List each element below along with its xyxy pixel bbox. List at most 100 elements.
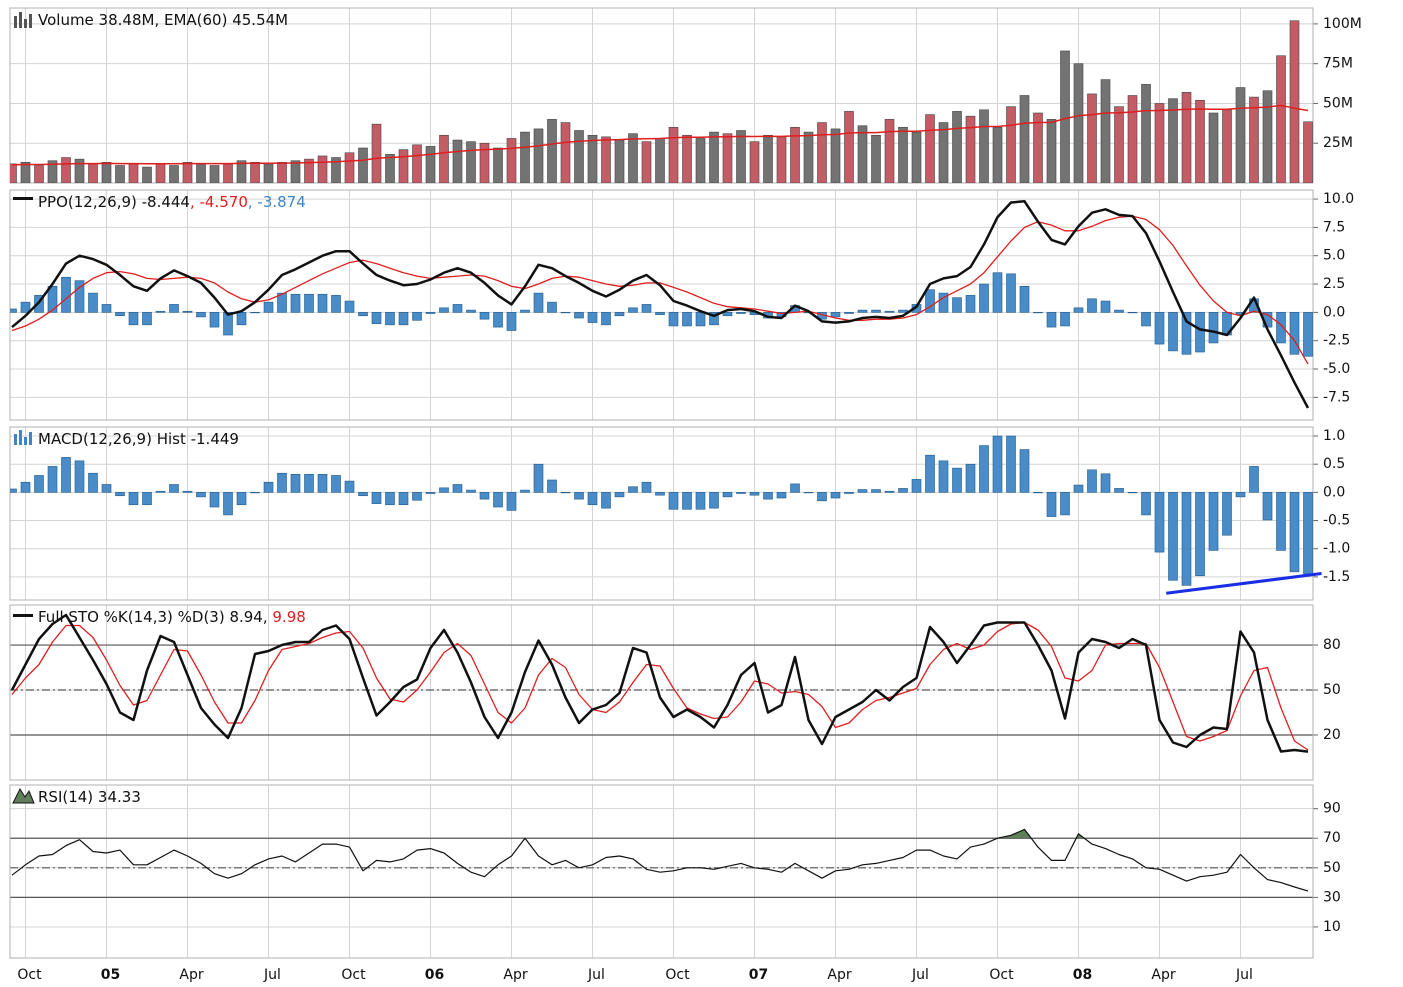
icon — [13, 614, 33, 617]
bar — [1127, 312, 1138, 314]
overbought-area — [997, 829, 1085, 839]
y-tick-label: -1.5 — [1323, 569, 1350, 585]
bar — [830, 492, 841, 499]
bar — [493, 312, 503, 328]
bar — [1100, 79, 1111, 183]
bar — [196, 163, 206, 183]
bar — [736, 492, 746, 494]
y-tick-label: 30 — [1323, 889, 1341, 905]
bar — [425, 146, 436, 183]
bar — [209, 312, 220, 328]
bar — [1262, 90, 1273, 183]
bar — [277, 162, 287, 183]
bar — [979, 283, 989, 313]
bar — [1276, 312, 1286, 344]
bar — [628, 133, 638, 183]
bar — [695, 492, 706, 510]
bar — [803, 492, 814, 494]
bar — [1114, 309, 1124, 313]
bar — [115, 165, 125, 183]
bar — [1141, 84, 1151, 183]
title-part: 9.98 — [272, 608, 305, 626]
bar — [358, 147, 368, 183]
bar — [1087, 469, 1097, 493]
bar — [844, 312, 854, 314]
bar — [74, 460, 85, 493]
bar — [304, 293, 314, 313]
bar — [101, 162, 112, 183]
bar — [952, 467, 962, 493]
bar — [385, 312, 395, 326]
x-tick-label: Oct — [17, 967, 42, 983]
bar — [479, 142, 490, 183]
icon — [19, 430, 22, 445]
y-tick-label: 25M — [1323, 135, 1353, 151]
panel-title: RSI(14) 34.33 — [38, 788, 141, 806]
bar — [614, 312, 625, 317]
bar — [412, 492, 422, 501]
bar — [709, 131, 719, 183]
bar — [1181, 92, 1192, 183]
bar — [574, 130, 584, 183]
y-tick-label: 50M — [1323, 95, 1353, 111]
bar — [452, 304, 463, 313]
bar — [88, 292, 98, 313]
bar — [628, 486, 638, 493]
bar — [641, 481, 652, 493]
bar — [871, 309, 881, 313]
x-tick-label: Apr — [179, 967, 203, 983]
bar — [250, 162, 260, 183]
bar — [1168, 492, 1178, 581]
icon — [14, 434, 17, 445]
x-tick-label: Oct — [989, 967, 1014, 983]
bar — [1208, 492, 1219, 551]
y-tick-label: -1.0 — [1323, 541, 1350, 557]
bar — [763, 134, 773, 183]
texts: 25M 50M 75M 100M Volume 38.48M, EMA(60) 45.5… — [17, 11, 1361, 984]
bar — [412, 312, 422, 321]
bar — [223, 492, 233, 516]
bar — [398, 492, 409, 506]
bar — [790, 127, 800, 183]
y-tick-label: 2.5 — [1323, 276, 1345, 292]
bar — [169, 484, 179, 493]
bar — [34, 475, 44, 493]
y-tick-label: -2.5 — [1323, 333, 1350, 349]
panel-marks — [10, 435, 1313, 586]
bar — [1249, 466, 1259, 493]
bar — [722, 133, 733, 183]
bar — [601, 492, 611, 509]
bar — [466, 309, 476, 313]
bar — [763, 492, 773, 500]
panel-title: Volume 38.48M, EMA(60) 45.54M — [38, 11, 288, 29]
bar — [506, 312, 517, 331]
bar — [1006, 106, 1016, 183]
bar — [128, 163, 139, 183]
bar — [547, 479, 557, 493]
bar — [1100, 300, 1111, 313]
bar — [830, 128, 841, 183]
bar — [344, 152, 355, 183]
bar — [317, 293, 328, 313]
bar — [1087, 298, 1097, 313]
bar — [952, 297, 962, 313]
icon — [14, 16, 17, 28]
y-tick-label: 10 — [1323, 919, 1341, 935]
bar — [817, 122, 827, 183]
bar — [304, 158, 314, 183]
bar — [34, 165, 44, 183]
bar — [655, 312, 665, 315]
bar — [439, 134, 449, 183]
bar — [601, 136, 611, 183]
bar — [1141, 492, 1151, 516]
x-tick-label: Jul — [263, 967, 281, 983]
bar — [871, 489, 881, 493]
bar — [925, 454, 935, 493]
bar — [371, 312, 382, 324]
bar — [331, 475, 341, 493]
title-part: Full STO %K(14,3) %D(3) 8.94, — [38, 608, 272, 626]
bar — [196, 492, 206, 498]
line — [11, 828, 1309, 892]
bar — [290, 160, 301, 183]
bar — [425, 492, 436, 494]
